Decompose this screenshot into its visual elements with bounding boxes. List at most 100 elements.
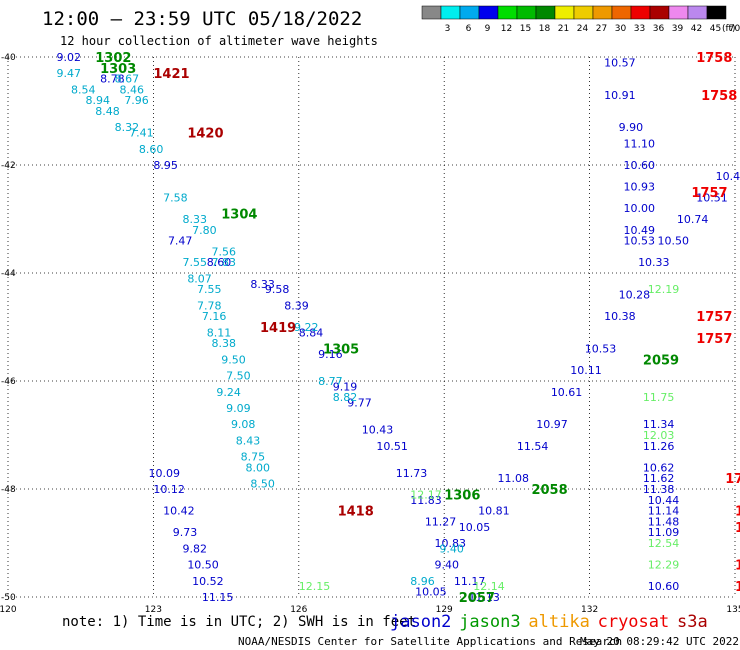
scale-swatch: [687, 5, 708, 20]
axis-ticks: 120 123 126 129 132 135 -40 -42 -44 -46 -48 -50: [0, 53, 740, 615]
swh-label: 10.97: [536, 418, 568, 431]
swh-label: 11.27: [425, 515, 457, 528]
swh-label: 9.40: [439, 542, 464, 555]
time-label: 2058: [531, 483, 567, 498]
swh-label: 11.13: [468, 591, 500, 604]
swh-label: 10.53: [585, 343, 617, 356]
y-tick-label: -44: [1, 269, 16, 279]
scale-label: 45: [710, 24, 721, 34]
swh-label: 11.09: [648, 526, 680, 539]
swh-label: 8.95: [153, 159, 178, 172]
swh-label: 8.38: [212, 337, 237, 350]
swh-label: 10.4: [716, 170, 740, 183]
swh-label: 12.17: [410, 488, 442, 501]
swh-label: 10.91: [604, 89, 636, 102]
y-tick-label: -48: [1, 485, 16, 495]
swh-label: 8.33: [250, 278, 274, 291]
y-tick-label: -42: [1, 161, 16, 171]
scale-label: 18: [539, 24, 551, 34]
scale-swatch: [535, 5, 556, 20]
swh-label: 10.12: [153, 483, 185, 496]
swh-label: 10.74: [677, 213, 709, 226]
footer-timestamp: May 20 08:29:42 UTC 2022: [580, 635, 739, 648]
wave-height-labels: 9.028.788.957.478.608.339.588.398.849.16…: [56, 51, 740, 604]
time-label: 1757: [696, 332, 732, 347]
swh-label: 8.84: [299, 326, 324, 339]
swh-label: 10.83: [435, 537, 467, 550]
scale-label: 70: [729, 24, 740, 34]
time-label: 175: [735, 580, 740, 595]
swh-label: 10.43: [362, 424, 394, 437]
swh-label: 9.09: [226, 402, 251, 415]
color-scale: 3 6 9 12 15 18 21 24 27 30 33 36 39 42 45 70(ft): [421, 5, 740, 34]
x-tick-label: 123: [145, 605, 162, 615]
swh-label: 8.67: [115, 73, 140, 86]
scale-swatch: [497, 5, 518, 20]
swh-label: 11.83: [410, 494, 442, 507]
legend-cryosat: cryosat: [598, 612, 670, 632]
swh-label: 8.33: [182, 213, 207, 226]
swh-label: 10.09: [149, 467, 181, 480]
swh-label: 11.10: [624, 137, 656, 150]
time-label: 1306: [444, 488, 480, 503]
scale-label: 36: [653, 24, 665, 34]
swh-label: 9.82: [182, 542, 207, 555]
swh-label: 7.78: [197, 299, 222, 312]
scale-swatch: [459, 5, 480, 20]
time-label: 1303: [100, 62, 136, 77]
legend-jason3: jason3: [459, 612, 520, 632]
time-label: 1756: [725, 472, 740, 487]
scale-unit: (ft): [722, 24, 736, 34]
x-tick-label: 120: [0, 605, 17, 615]
swh-label: 8.07: [187, 272, 212, 285]
swh-label: 7.56: [212, 245, 237, 258]
y-tick-label: -40: [1, 53, 16, 63]
swh-label: 7.41: [129, 127, 154, 140]
swh-label: 9.24: [216, 386, 241, 399]
swh-label: 8.60: [207, 256, 232, 269]
swh-label: 7.96: [124, 94, 149, 107]
scale-label: 39: [672, 24, 684, 34]
swh-label: 11.54: [517, 440, 549, 453]
swh-label: 10.51: [696, 191, 728, 204]
swh-label: 9.58: [265, 283, 290, 296]
swh-label: 11.26: [643, 440, 675, 453]
swh-label: 9.08: [231, 418, 256, 431]
swh-label: 12.15: [299, 580, 331, 593]
scale-swatch: [649, 5, 670, 20]
swh-label: 12.54: [648, 537, 680, 550]
swh-label: 11.48: [648, 515, 680, 528]
swh-label: 8.54: [71, 83, 96, 96]
swh-label: 10.62: [643, 461, 675, 474]
swh-label: 10.50: [657, 235, 689, 248]
y-tick-label: -50: [1, 593, 16, 603]
swh-label: 8.11: [207, 326, 232, 339]
swh-label: 9.40: [435, 559, 460, 572]
scale-label: 24: [577, 24, 589, 34]
time-label: 1758: [696, 51, 732, 66]
swh-label: 7.55: [197, 283, 222, 296]
swh-label: 7.58: [163, 191, 188, 204]
swh-label: 7.16: [202, 310, 227, 323]
scale-label: 30: [615, 24, 627, 34]
footer-note: note: 1) Time is in UTC; 2) SWH is in fe…: [62, 614, 416, 630]
scale-label: 12: [501, 24, 512, 34]
scale-swatch: [554, 5, 575, 20]
scale-label: 27: [596, 24, 607, 34]
swh-label: 8.39: [284, 299, 309, 312]
swh-label: 9.19: [333, 380, 358, 393]
scale-swatch: [592, 5, 613, 20]
swh-label: 10.00: [624, 202, 656, 215]
swh-label: 10.11: [570, 364, 602, 377]
swh-label: 9.47: [56, 67, 81, 80]
swh-label: 10.57: [604, 56, 636, 69]
swh-label: 8.77: [318, 375, 343, 388]
swh-label: 11.14: [648, 505, 680, 518]
swh-label: 10.93: [624, 181, 656, 194]
scale-label: 33: [634, 24, 645, 34]
swh-label: 9.50: [221, 353, 246, 366]
swh-label: 11.34: [643, 418, 675, 431]
scale-swatch: [516, 5, 537, 20]
